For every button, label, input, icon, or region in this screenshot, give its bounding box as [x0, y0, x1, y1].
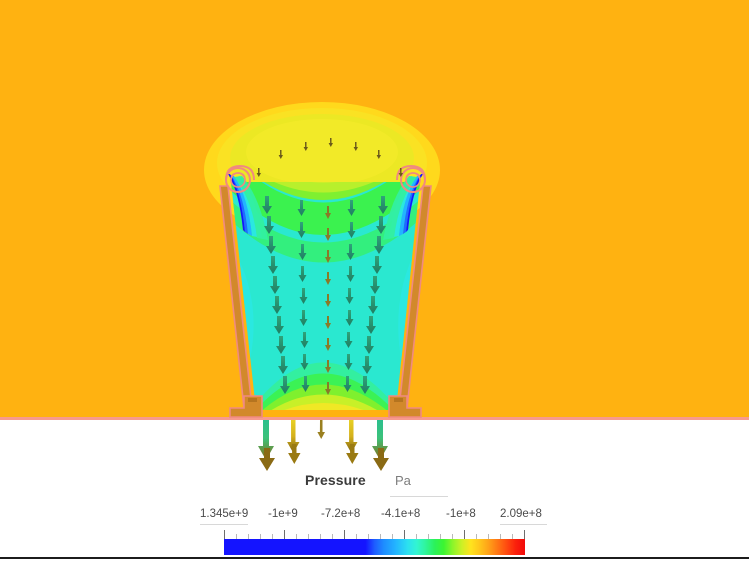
legend-major-tick [464, 530, 465, 539]
vector-column-right-outer [360, 196, 388, 394]
contour-band-plume-core [246, 119, 398, 185]
legend-minor-tick [368, 534, 369, 539]
legend-major-tick [404, 530, 405, 539]
outlet-arrow-2-tail [288, 444, 301, 464]
legend-major-tick [344, 530, 345, 539]
pressure-legend[interactable]: Pressure Pa 1.345e+9 -1e+9 -7.2e+8 -4.1e… [0, 465, 749, 557]
legend-major-tick [284, 530, 285, 539]
legend-minor-tick [380, 534, 381, 539]
legend-minor-tick [428, 534, 429, 539]
legend-tick-marks [224, 529, 525, 539]
vector-column-left-inner [297, 200, 310, 392]
legend-minor-tick [236, 534, 237, 539]
legend-title: Pressure [305, 472, 366, 488]
contour-band-lower-yellow [255, 403, 395, 410]
legend-tick-label-max: 2.09e+8 [500, 508, 542, 520]
lip-rainbow-left [228, 174, 268, 240]
legend-minor-tick [308, 534, 309, 539]
contour-band-lower-amber [260, 411, 390, 426]
legend-minor-tick [296, 534, 297, 539]
vector-column-left-outer [262, 196, 290, 394]
legend-minor-tick [440, 534, 441, 539]
velocity-vector-field [256, 138, 403, 395]
outlet-arrow-3-center [317, 420, 325, 439]
legend-label-rule-right [500, 524, 547, 525]
legend-tick-label-4: -4.1e+8 [381, 508, 421, 520]
flange-notch-right [394, 398, 403, 402]
legend-minor-tick [320, 534, 321, 539]
legend-minor-tick [260, 534, 261, 539]
vector-column-center [325, 206, 331, 395]
legend-tick-label-2: -1e+9 [268, 508, 298, 520]
entrainment-vectors [256, 138, 403, 177]
legend-minor-tick [248, 534, 249, 539]
bottom-divider [0, 557, 749, 559]
base-flange-left [229, 395, 263, 418]
rolled-lip-left [225, 164, 255, 193]
base-flange-right [388, 395, 422, 418]
legend-tick-label-5: -1e+8 [446, 508, 476, 520]
domain-floor-boundary-line [0, 417, 749, 420]
legend-minor-tick [500, 534, 501, 539]
outlet-jet-vectors [258, 420, 389, 471]
vector-column-right-inner [343, 200, 356, 392]
contour-band-green-2 [231, 195, 420, 263]
funnel-wall-geometry [219, 164, 432, 418]
legend-minor-tick [272, 534, 273, 539]
contour-band-green-1 [231, 182, 420, 235]
legend-tick-label-min: 1.345e+9 [200, 508, 248, 520]
outlet-arrow-5-tail [373, 448, 389, 471]
legend-major-tick [224, 530, 225, 539]
legend-units-label[interactable]: Pa [395, 473, 411, 488]
legend-minor-tick [332, 534, 333, 539]
legend-colorbar[interactable] [224, 539, 525, 555]
legend-header: Pressure Pa [190, 472, 550, 498]
contour-band-upper-green [231, 182, 420, 200]
legend-minor-tick [416, 534, 417, 539]
legend-minor-tick [356, 534, 357, 539]
outlet-arrow-1-tail [259, 448, 275, 471]
outlet-arrow-4-tail [346, 444, 359, 464]
legend-tick-labels: 1.345e+9 -1e+9 -7.2e+8 -4.1e+8 -1e+8 2.0… [0, 508, 749, 526]
legend-tick-label-3: -7.2e+8 [321, 508, 361, 520]
legend-units-underline [390, 496, 448, 497]
rolled-lip-right [396, 164, 426, 193]
legend-label-rule-left [200, 524, 248, 525]
legend-minor-tick [512, 534, 513, 539]
legend-minor-tick [392, 534, 393, 539]
legend-major-tick [524, 530, 525, 539]
legend-minor-tick [476, 534, 477, 539]
flange-notch-left [248, 398, 257, 402]
lip-rainbow-right [383, 174, 423, 240]
legend-minor-tick [488, 534, 489, 539]
legend-minor-tick [452, 534, 453, 539]
